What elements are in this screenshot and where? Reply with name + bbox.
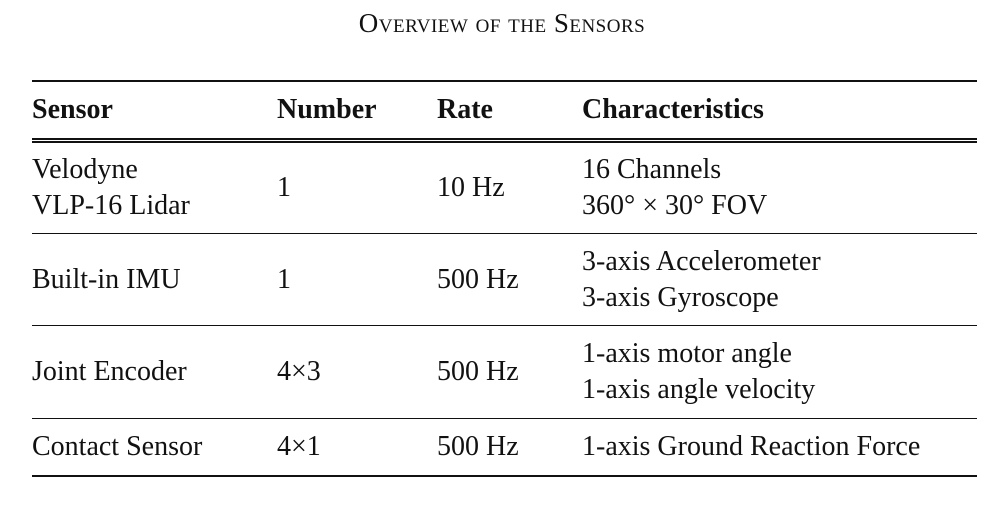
cell-number: 1 — [277, 263, 291, 295]
sensor-name-line: Velodyne — [32, 154, 138, 185]
cell-sensor: Velodyne VLP-16 Lidar — [32, 141, 277, 234]
sensor-name-line: Built-in IMU — [32, 263, 181, 295]
table-row: Built-in IMU 1 500 Hz 3-axis Acceleromet… — [32, 234, 977, 326]
table-row: Joint Encoder 4×3 500 Hz 1-axis motor an… — [32, 326, 977, 419]
cell-number: 4×3 — [277, 356, 321, 387]
sensor-table: Sensor Number Rate Characteristics Velod… — [32, 80, 977, 477]
characteristic-line: 360° × 30° FOV — [582, 190, 768, 221]
cell-rate: 10 Hz — [437, 172, 505, 203]
characteristic-line: 1-axis motor angle — [582, 338, 792, 369]
cell-rate: 500 Hz — [437, 356, 519, 387]
characteristic-line: 3-axis Accelerometer — [582, 245, 821, 277]
sensor-name-line: Joint Encoder — [32, 356, 187, 387]
table-row: Velodyne VLP-16 Lidar 1 10 Hz 16 Channel… — [32, 141, 977, 234]
characteristic-line: 3-axis Gyroscope — [582, 281, 779, 313]
table-caption: Overview of the Sensors — [358, 8, 646, 38]
header-characteristics: Characteristics — [582, 81, 977, 143]
table-row: Contact Sensor 4×1 500 Hz 1-axis Ground … — [32, 419, 977, 477]
characteristic-line: 16 Channels — [582, 154, 722, 185]
sensor-table-container: Sensor Number Rate Characteristics Velod… — [32, 80, 977, 477]
cell-rate: 500 Hz — [437, 263, 519, 295]
header-rate: Rate — [437, 81, 582, 143]
cell-sensor: Contact Sensor — [32, 419, 277, 477]
header-row: Sensor Number Rate Characteristics — [32, 81, 977, 143]
cell-number: 1 — [277, 172, 291, 203]
header-sensor: Sensor — [32, 81, 277, 143]
cell-characteristics: 16 Channels 360° × 30° FOV — [582, 141, 977, 234]
sensor-name-line: VLP-16 Lidar — [32, 190, 190, 221]
cell-characteristics: 3-axis Accelerometer 3-axis Gyroscope — [582, 234, 977, 326]
characteristic-line: 1-axis angle velocity — [582, 374, 816, 405]
cell-sensor: Built-in IMU — [32, 234, 277, 326]
cell-number: 4×1 — [277, 431, 321, 462]
table-header: Sensor Number Rate Characteristics — [32, 81, 977, 143]
cell-sensor: Joint Encoder — [32, 326, 277, 419]
characteristic-line: 1-axis Ground Reaction Force — [582, 431, 921, 462]
cell-characteristics: 1-axis Ground Reaction Force — [582, 419, 977, 477]
cell-rate: 500 Hz — [437, 431, 519, 462]
header-number: Number — [277, 81, 437, 143]
table-body: Velodyne VLP-16 Lidar 1 10 Hz 16 Channel… — [32, 141, 977, 477]
cell-characteristics: 1-axis motor angle 1-axis angle velocity — [582, 326, 977, 419]
sensor-name-line: Contact Sensor — [32, 431, 203, 462]
